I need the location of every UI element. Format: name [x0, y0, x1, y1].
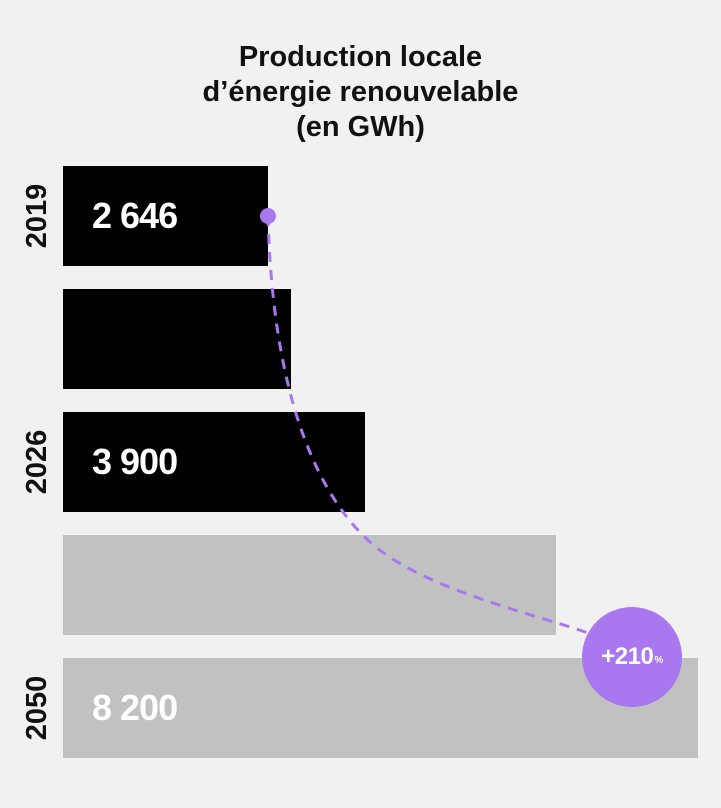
- chart-title-line-3: (en GWh): [296, 111, 425, 143]
- bar-value-label-2019: 2 646: [92, 195, 178, 236]
- growth-badge: +210%: [582, 607, 682, 707]
- bar-row-2: [63, 289, 291, 389]
- chart-title-line-2: d’énergie renouvelable: [202, 76, 519, 108]
- trend-start-dot: [260, 208, 276, 224]
- bar-row-4: [63, 535, 556, 635]
- bar-value-label-2026: 3 900: [92, 441, 178, 482]
- bar-value-label-2050: 8 200: [92, 687, 178, 728]
- growth-badge-unit: %: [654, 654, 663, 666]
- chart-title: Production locale d’énergie renouvelable…: [0, 40, 721, 145]
- growth-badge-value: +210: [601, 643, 654, 670]
- bar-2026: [63, 412, 365, 512]
- trend-curve: [266, 215, 589, 635]
- bar-2019: [63, 166, 268, 266]
- chart-title-line-1: Production locale: [238, 41, 483, 73]
